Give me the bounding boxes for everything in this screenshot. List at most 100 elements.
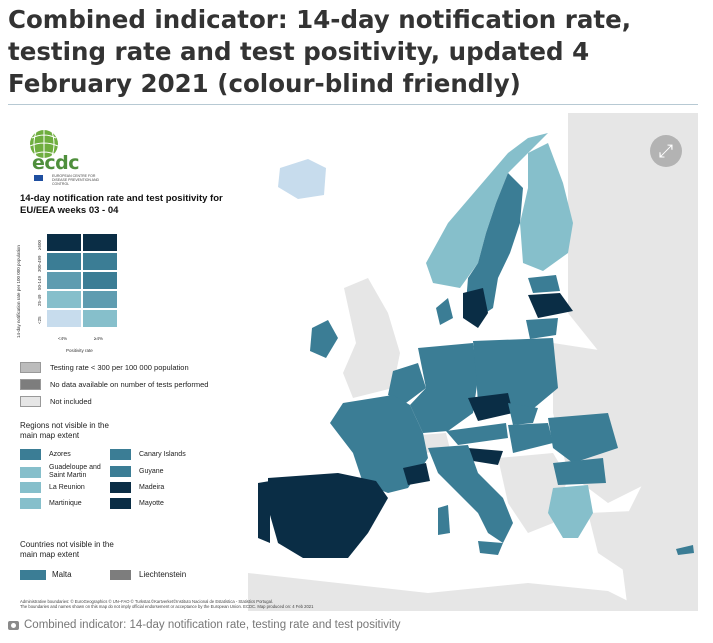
ecdc-globe-icon: [29, 130, 59, 181]
legend-label: Not included: [50, 397, 92, 406]
region-label: Mayotte: [139, 499, 164, 507]
region-item: Canary Islands: [110, 449, 186, 460]
region-poland: [473, 338, 558, 413]
legend-item: Testing rate < 300 per 100 000 populatio…: [20, 362, 189, 373]
region-item: Madeira: [110, 482, 164, 493]
country-item: Malta: [20, 570, 72, 580]
title-divider: [8, 104, 698, 105]
matrix-cell: [46, 309, 82, 328]
region-czechia: [468, 393, 513, 421]
region-label: Madeira: [139, 483, 165, 491]
legend-item: Not included: [20, 396, 92, 407]
footer-line: The boundaries and names shown on this m…: [20, 604, 314, 609]
country-label: Liechtenstein: [139, 570, 187, 579]
matrix-cell: [46, 271, 82, 290]
region-label: Azores: [49, 450, 71, 458]
region-romania: [548, 413, 618, 463]
row-label: ≥500: [37, 240, 42, 250]
region-lithuania: [526, 318, 558, 339]
legend-swatch: [20, 362, 41, 373]
ecdc-logo: ecdc: [32, 152, 80, 174]
europe-map: [248, 113, 698, 611]
land-north-africa: [248, 573, 648, 611]
legend-swatch: [20, 482, 41, 493]
legend-y-axis-label: 14-day notification rate per 100 000 pop…: [16, 245, 21, 338]
matrix-cell: [82, 233, 118, 252]
region-greece: [548, 485, 593, 538]
region-germany: [410, 343, 478, 433]
legend-swatch: [20, 570, 46, 580]
matrix-cell: [82, 252, 118, 271]
region-label: La Reunion: [49, 483, 85, 491]
region-bulgaria: [553, 458, 606, 485]
country-label: Malta: [52, 570, 72, 579]
row-label: <25: [37, 316, 42, 324]
region-hungary: [508, 423, 553, 453]
region-item: Martinique: [20, 498, 82, 509]
legend-swatch: [20, 466, 41, 478]
row-label: 50-149: [37, 275, 42, 290]
region-label: Guadeloupe and Saint Martin: [49, 464, 101, 479]
col-label: <4%: [58, 336, 68, 341]
matrix-cell: [82, 290, 118, 309]
region-label: Canary Islands: [139, 450, 186, 458]
region-item: Azores: [20, 449, 71, 460]
legend-x-axis-label: Positivity rate: [66, 348, 93, 353]
legend-swatch: [110, 498, 131, 509]
legend-swatch: [20, 379, 41, 390]
matrix-cell: [46, 233, 82, 252]
countries-heading: Countries not visible in the main map ex…: [20, 540, 114, 559]
legend-swatch: [110, 482, 131, 493]
legend-label: No data available on number of tests per…: [50, 380, 209, 389]
region-netherlands-belgium: [388, 363, 426, 403]
region-item: Guadeloupe and Saint Martin: [20, 464, 107, 480]
legend-swatch: [110, 449, 131, 460]
region-sicily: [478, 541, 503, 555]
legend-swatch: [110, 570, 131, 580]
region-finland: [520, 143, 573, 271]
matrix-cell: [46, 290, 82, 309]
region-slovenia-croatia: [468, 448, 503, 465]
figure-caption: Combined indicator: 14-day notification …: [8, 619, 401, 631]
camera-icon: [8, 620, 19, 630]
legend-item: No data available on number of tests per…: [20, 379, 208, 390]
legend-swatch: [20, 396, 41, 407]
region-france-east: [403, 463, 430, 485]
region-spain: [268, 473, 388, 558]
legend-swatch: [20, 449, 41, 460]
region-item: Mayotte: [110, 498, 164, 509]
region-sardinia: [438, 505, 450, 535]
region-item: La Reunion: [20, 482, 85, 493]
region-italy: [428, 445, 513, 543]
ecdc-logo-subtext: EUROPEAN CENTRE FOR DISEASE PREVENTION A…: [52, 174, 100, 186]
region-sweden: [466, 173, 523, 318]
caption-text: Combined indicator: 14-day notification …: [24, 619, 401, 631]
map-area[interactable]: [8, 113, 698, 611]
region-portugal: [258, 481, 270, 543]
region-item: Guyane: [110, 466, 164, 477]
land-turkey: [588, 508, 698, 573]
region-cyprus: [676, 545, 694, 555]
region-norway: [426, 133, 548, 288]
legend-label: Testing rate < 300 per 100 000 populatio…: [50, 363, 189, 372]
matrix-cell: [82, 271, 118, 290]
region-denmark: [436, 298, 453, 325]
land-iceland: [278, 159, 326, 199]
region-ireland: [310, 320, 338, 358]
col-label: ≥4%: [94, 336, 103, 341]
map-footer: Administrative boundaries: © EuroGeograp…: [20, 599, 670, 609]
legend-swatch: [110, 466, 131, 477]
land-uk: [343, 278, 400, 398]
legend-swatch: [20, 498, 41, 509]
matrix-cell: [46, 252, 82, 271]
row-label: 300-499: [37, 255, 42, 272]
region-label: Guyane: [139, 467, 164, 475]
footer-line: Administrative boundaries: © EuroGeograp…: [20, 599, 274, 604]
land-russia: [568, 113, 698, 611]
expand-icon[interactable]: ⤢: [650, 135, 682, 167]
region-label: Martinique: [49, 499, 82, 507]
regions-heading: Regions not visible in the main map exte…: [20, 421, 109, 440]
legend-title: 14-day notification rate and test positi…: [20, 193, 223, 216]
region-sweden-south: [463, 288, 488, 328]
page-title: Combined indicator: 14-day notification …: [8, 5, 632, 98]
